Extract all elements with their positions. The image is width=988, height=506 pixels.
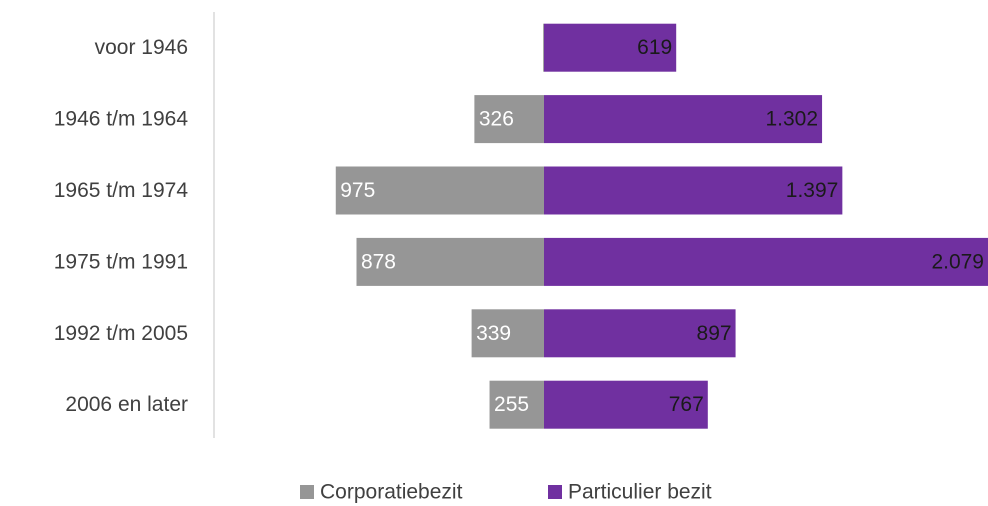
category-label: 2006 en later <box>65 393 188 416</box>
category-label: 1975 t/m 1991 <box>54 250 188 273</box>
category-label: 1992 t/m 2005 <box>54 322 188 345</box>
data-label: 326 <box>479 108 514 131</box>
data-label: 1.302 <box>765 108 818 131</box>
bar <box>471 309 544 358</box>
category-label: voor 1946 <box>95 36 188 59</box>
data-label: 975 <box>340 179 375 202</box>
legend-label: Particulier bezit <box>568 481 712 504</box>
data-label: 2.079 <box>931 250 984 273</box>
bar <box>489 380 544 429</box>
data-label: 619 <box>637 36 672 59</box>
data-label: 339 <box>476 322 511 345</box>
legend-swatch <box>548 485 562 499</box>
data-label: 897 <box>697 322 732 345</box>
bar <box>474 95 544 144</box>
bar <box>356 237 544 286</box>
legend-label: Corporatiebezit <box>320 481 463 504</box>
category-label: 1965 t/m 1974 <box>54 179 189 202</box>
legend-swatch <box>300 485 314 499</box>
data-label: 1.397 <box>786 179 839 202</box>
bar <box>544 166 843 215</box>
data-label: 767 <box>669 393 704 416</box>
bar <box>544 23 677 72</box>
bar <box>544 237 988 286</box>
bar <box>335 166 544 215</box>
bar <box>544 95 823 144</box>
data-label: 878 <box>361 250 396 273</box>
category-label: 1946 t/m 1964 <box>54 108 189 131</box>
bar <box>544 309 736 358</box>
bar <box>544 380 708 429</box>
data-label: 255 <box>494 393 529 416</box>
bar <box>543 23 544 72</box>
